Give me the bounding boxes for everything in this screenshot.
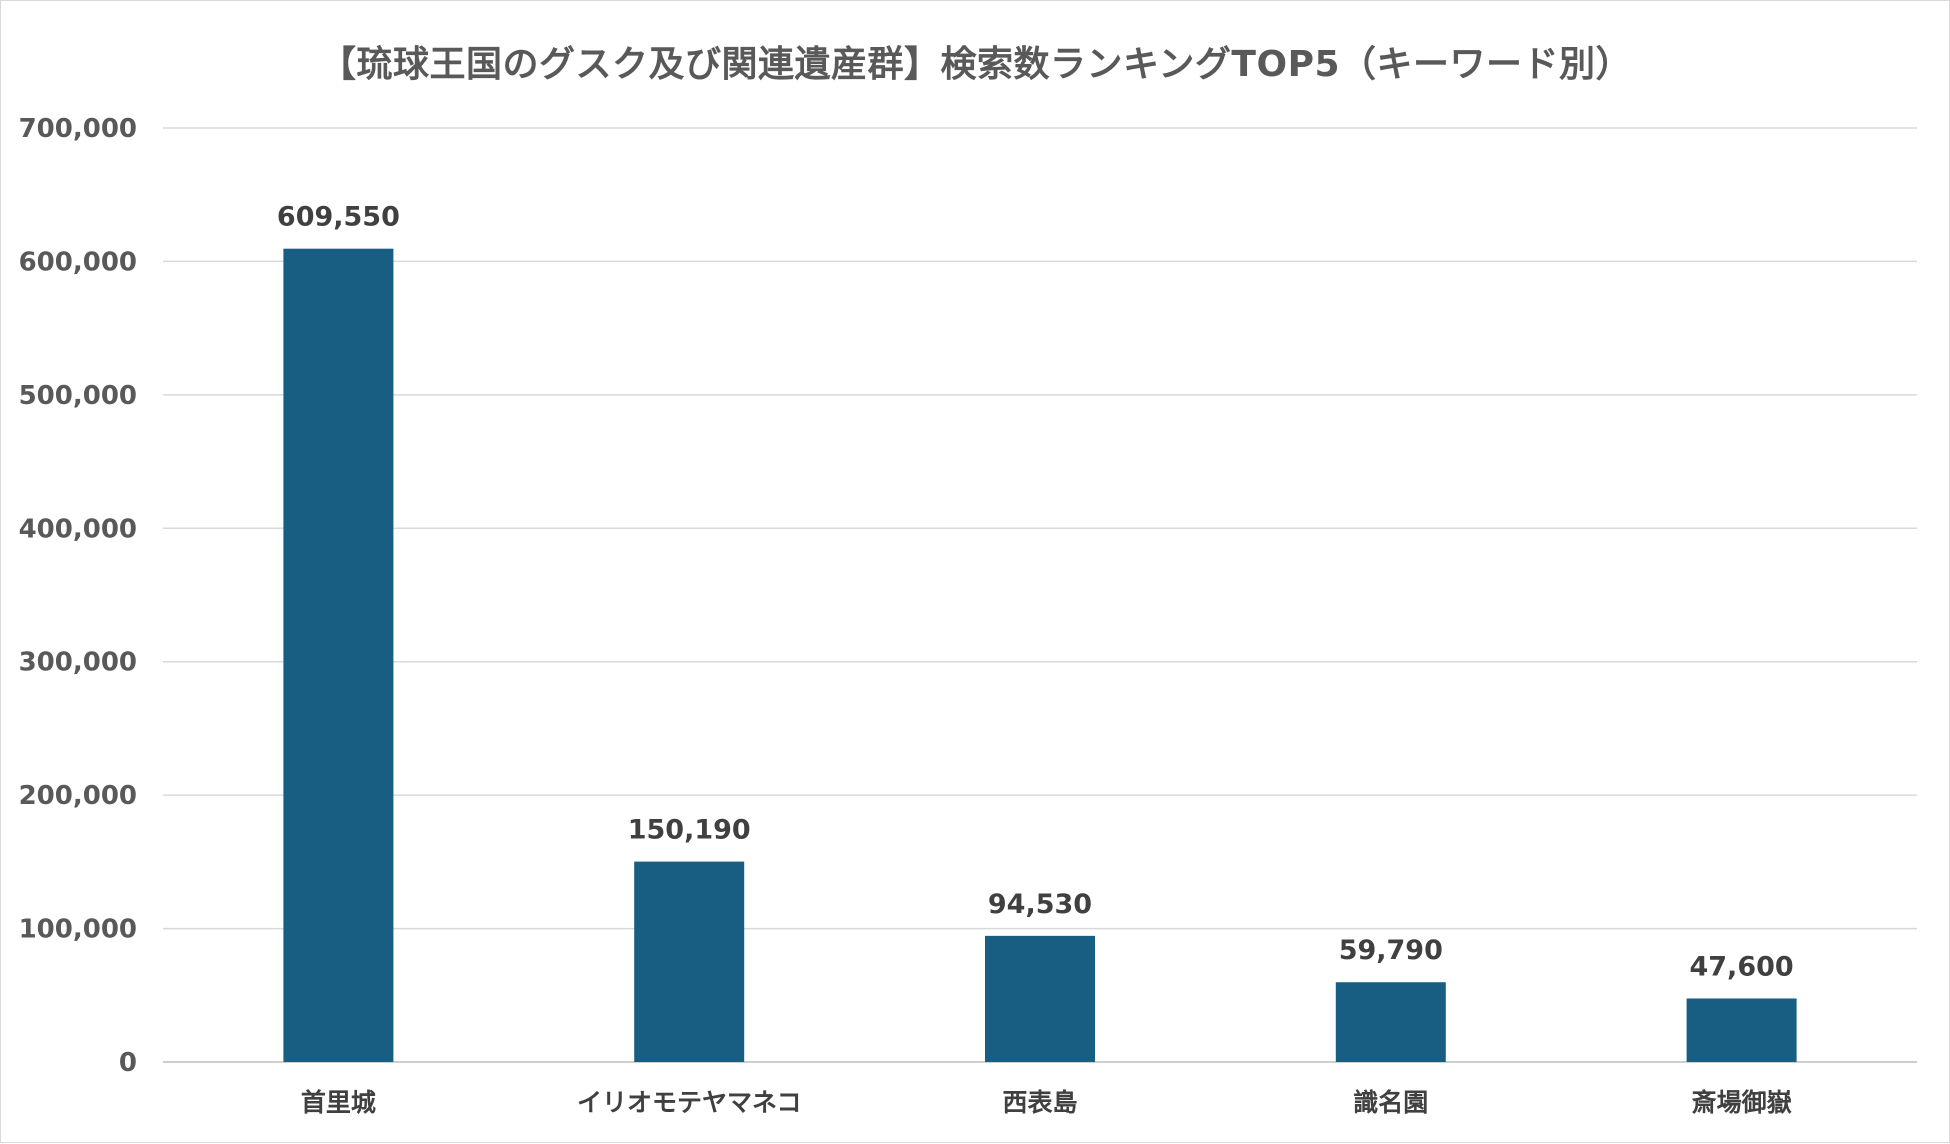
data-label: 94,530 xyxy=(988,889,1092,920)
x-tick-label: 首里城 xyxy=(301,1088,376,1117)
y-tick-label: 700,000 xyxy=(19,114,137,144)
bar xyxy=(283,248,394,1062)
y-tick-label: 0 xyxy=(119,1048,137,1078)
chart-title: 【琉球王国のグスク及び関連遺産群】検索数ランキングTOP5（キーワード別） xyxy=(319,44,1632,85)
x-tick-label: 識名園 xyxy=(1353,1088,1428,1117)
y-tick-label: 100,000 xyxy=(19,915,137,945)
gridlines xyxy=(163,127,1917,1063)
bar xyxy=(1335,982,1446,1062)
bar xyxy=(985,935,1095,1062)
x-tick-label: 西表島 xyxy=(1002,1088,1077,1117)
y-tick-label: 300,000 xyxy=(19,648,137,678)
data-label: 609,550 xyxy=(277,202,400,233)
data-label: 47,600 xyxy=(1689,951,1793,982)
y-axis-tick-labels: 0 100,000 200,000 300,000 400,000 500,000 600,… xyxy=(19,114,137,1078)
data-label: 150,190 xyxy=(628,815,751,846)
bar xyxy=(1686,998,1797,1062)
data-label: 59,790 xyxy=(1339,935,1443,966)
x-tick-label: イリオモテヤマネコ xyxy=(577,1088,802,1117)
data-labels: 609,550 150,190 94,530 59,790 47,600 xyxy=(277,202,1794,983)
x-axis-tick-labels: 首里城 イリオモテヤマネコ 西表島 識名園 斎場御嶽 xyxy=(301,1088,1792,1117)
y-tick-label: 500,000 xyxy=(19,381,137,411)
bar xyxy=(634,861,745,1062)
y-tick-label: 200,000 xyxy=(19,781,137,811)
y-tick-label: 400,000 xyxy=(19,514,137,544)
bars xyxy=(283,248,1797,1062)
y-tick-label: 600,000 xyxy=(19,247,137,277)
x-tick-label: 斎場御嶽 xyxy=(1692,1088,1792,1117)
